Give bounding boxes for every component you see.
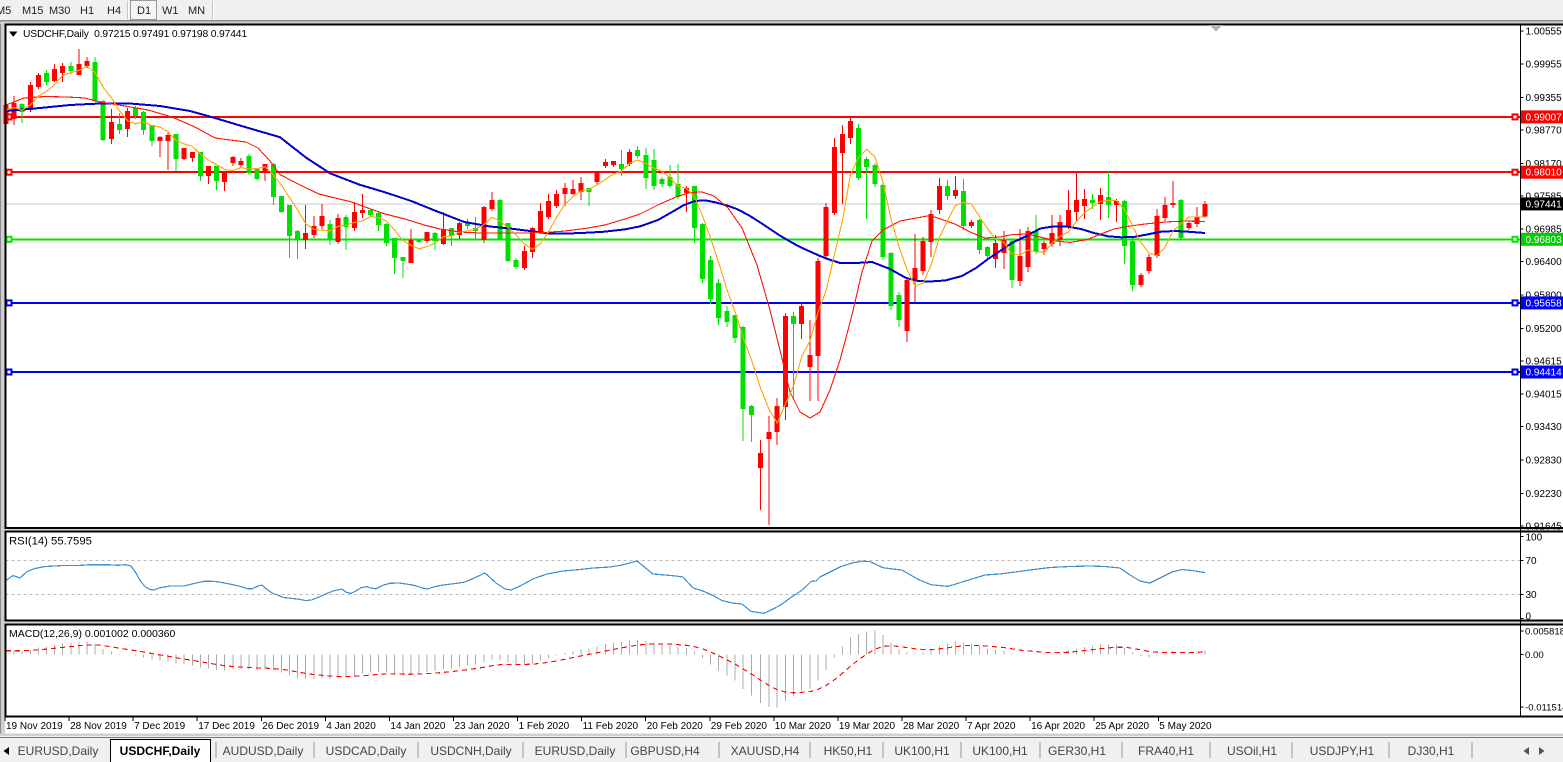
svg-text:0.95200: 0.95200 (1526, 324, 1563, 335)
svg-text:XAUUSD,H4: XAUUSD,H4 (731, 744, 800, 758)
svg-text:4 Jan 2020: 4 Jan 2020 (326, 721, 376, 732)
svg-text:H1: H1 (80, 5, 94, 17)
svg-text:0.95800: 0.95800 (1526, 291, 1563, 302)
svg-text:0.92830: 0.92830 (1526, 456, 1563, 467)
svg-text:0: 0 (1526, 612, 1532, 623)
svg-text:DJ30,H1: DJ30,H1 (1408, 744, 1455, 758)
svg-text:0.98010: 0.98010 (1526, 168, 1563, 179)
svg-text:MACD(12,26,9) 0.001002 0.00036: MACD(12,26,9) 0.001002 0.000360 (9, 628, 176, 640)
svg-text:M15: M15 (22, 5, 43, 17)
svg-text:RSI(14) 55.7595: RSI(14) 55.7595 (9, 536, 92, 548)
svg-text:11 Feb 2020: 11 Feb 2020 (583, 721, 639, 732)
svg-text:19 Nov 2019: 19 Nov 2019 (6, 721, 63, 732)
svg-text:1 Feb 2020: 1 Feb 2020 (519, 721, 570, 732)
svg-text:-0.011514: -0.011514 (1525, 702, 1563, 713)
svg-text:23 Jan 2020: 23 Jan 2020 (455, 721, 510, 732)
svg-text:FRA40,H1: FRA40,H1 (1138, 744, 1194, 758)
svg-text:19 Mar 2020: 19 Mar 2020 (839, 721, 896, 732)
svg-text:0.93430: 0.93430 (1526, 422, 1563, 433)
svg-text:0.98770: 0.98770 (1526, 126, 1563, 137)
svg-text:28 Mar 2020: 28 Mar 2020 (903, 721, 960, 732)
svg-text:0.96985: 0.96985 (1526, 225, 1563, 236)
svg-text:7 Apr 2020: 7 Apr 2020 (967, 721, 1016, 732)
svg-text:GBPUSD,H4: GBPUSD,H4 (630, 744, 700, 758)
svg-text:1.00555: 1.00555 (1526, 26, 1563, 37)
svg-text:EURUSD,Daily: EURUSD,Daily (18, 744, 99, 758)
svg-text:0.97585: 0.97585 (1526, 191, 1563, 202)
svg-text:0.92230: 0.92230 (1526, 489, 1563, 500)
svg-text:0.99355: 0.99355 (1526, 93, 1563, 104)
svg-text:100: 100 (1526, 533, 1543, 544)
svg-text:30: 30 (1526, 590, 1538, 601)
svg-text:H4: H4 (107, 5, 121, 17)
svg-text:0.91645: 0.91645 (1526, 521, 1563, 532)
svg-text:0.00: 0.00 (1525, 650, 1544, 661)
svg-text:0.99007: 0.99007 (1526, 112, 1563, 123)
svg-text:GER30,H1: GER30,H1 (1048, 744, 1106, 758)
svg-text:W1: W1 (162, 5, 179, 17)
svg-text:0.96803: 0.96803 (1526, 235, 1563, 246)
svg-text:0.94015: 0.94015 (1526, 390, 1563, 401)
svg-text:HK50,H1: HK50,H1 (824, 744, 873, 758)
svg-text:0.98170: 0.98170 (1526, 159, 1563, 170)
svg-text:0.99955: 0.99955 (1526, 60, 1563, 71)
svg-text:USDCNH,Daily: USDCNH,Daily (430, 744, 511, 758)
svg-text:7 Dec 2019: 7 Dec 2019 (134, 721, 186, 732)
svg-text:25 Apr 2020: 25 Apr 2020 (1095, 721, 1149, 732)
svg-text:M30: M30 (49, 5, 70, 17)
svg-text:17 Dec 2019: 17 Dec 2019 (198, 721, 255, 732)
svg-text:UK100,H1: UK100,H1 (894, 744, 950, 758)
svg-text:10 Mar 2020: 10 Mar 2020 (775, 721, 832, 732)
svg-text:14 Jan 2020: 14 Jan 2020 (390, 721, 445, 732)
svg-text:20 Feb 2020: 20 Feb 2020 (647, 721, 704, 732)
svg-text:5 May 2020: 5 May 2020 (1159, 721, 1212, 732)
svg-text:EURUSD,Daily: EURUSD,Daily (535, 744, 616, 758)
svg-text:USOil,H1: USOil,H1 (1227, 744, 1277, 758)
svg-text:USDCHF,Daily: USDCHF,Daily (120, 744, 201, 758)
svg-text:USDCAD,Daily: USDCAD,Daily (326, 744, 407, 758)
svg-text:0.97441: 0.97441 (1526, 199, 1563, 210)
svg-text:28 Nov 2019: 28 Nov 2019 (70, 721, 127, 732)
svg-text:M5: M5 (0, 5, 11, 17)
svg-text:0.005818: 0.005818 (1525, 626, 1563, 637)
svg-text:MN: MN (188, 5, 205, 17)
svg-text:29 Feb 2020: 29 Feb 2020 (711, 721, 768, 732)
svg-text:0.95658: 0.95658 (1526, 298, 1563, 309)
svg-text:70: 70 (1526, 556, 1538, 567)
svg-text:0.96400: 0.96400 (1526, 257, 1563, 268)
svg-text:USDCHF,Daily 0.97215 0.97491: USDCHF,Daily 0.97215 0.97491 0.97198 0.9… (23, 29, 247, 40)
svg-text:UK100,H1: UK100,H1 (972, 744, 1028, 758)
svg-text:0.94615: 0.94615 (1526, 356, 1563, 367)
svg-text:0.94414: 0.94414 (1526, 368, 1563, 379)
svg-text:D1: D1 (137, 5, 151, 17)
svg-text:26 Dec 2019: 26 Dec 2019 (262, 721, 319, 732)
svg-text:AUDUSD,Daily: AUDUSD,Daily (223, 744, 304, 758)
svg-text:USDJPY,H1: USDJPY,H1 (1310, 744, 1375, 758)
svg-text:16 Apr 2020: 16 Apr 2020 (1031, 721, 1085, 732)
